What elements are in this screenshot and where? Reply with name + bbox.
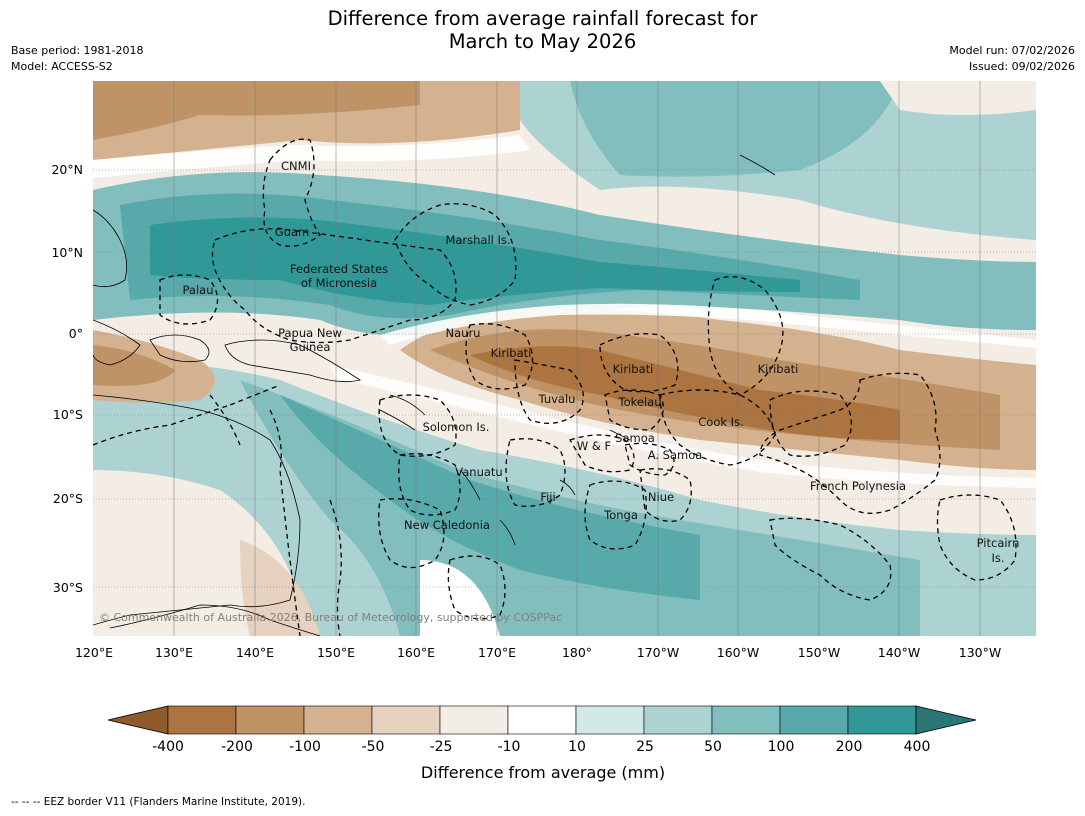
colorbar-segment-5 [439, 705, 509, 735]
place-kiribati-west: Kiribati [491, 346, 532, 360]
lon-label-140e: 140°E [236, 645, 274, 660]
lon-label-170w: 170°W [637, 645, 679, 660]
place-tonga: Tonga [603, 508, 638, 522]
place-nauru: Nauru [446, 326, 481, 340]
colorbar-segment-11 [847, 705, 917, 735]
chart-title: Difference from average rainfall forecas… [0, 7, 1085, 53]
colorbar-segment-2 [235, 705, 305, 735]
colorbar-title: Difference from average (mm) [421, 763, 665, 782]
colorbar-extend-low [107, 705, 169, 735]
place-tokelau: Tokelau [618, 395, 662, 409]
place-kiribati-east: Kiribati [758, 362, 799, 376]
cb-tick-neg25: -25 [430, 739, 453, 755]
cb-tick-neg200: -200 [221, 739, 253, 755]
lon-label-180: 180° [562, 645, 592, 660]
place-labels: CNMI Guam Marshall Is. Federated States … [183, 159, 1020, 565]
colorbar-ticks: -400 -200 -100 -50 -25 -10 10 25 50 100 … [152, 739, 930, 755]
cb-tick-10: 10 [568, 739, 586, 755]
place-niue: Niue [648, 490, 674, 504]
base-period: Base period: 1981-2018 [11, 44, 144, 57]
gridlines [93, 81, 1036, 636]
place-new-caledonia: New Caledonia [404, 518, 490, 532]
cb-tick-neg400: -400 [152, 739, 184, 755]
place-american-samoa: A. Samoa [648, 448, 703, 462]
cb-tick-400: 400 [904, 739, 931, 755]
colorbar [107, 705, 977, 735]
cb-tick-200: 200 [836, 739, 863, 755]
lon-label-160e: 160°E [397, 645, 435, 660]
place-vanuatu: Vanuatu [455, 465, 502, 479]
place-png-line2: Guinea [290, 340, 331, 354]
coastlines [93, 154, 776, 636]
place-solomon-is: Solomon Is. [423, 420, 490, 434]
lat-label-30s: 30°S [53, 580, 83, 595]
colorbar-segment-9 [711, 705, 781, 735]
copyright-notice: © Commonwealth of Australia 2026, Bureau… [99, 611, 562, 624]
place-fiji: Fiji [540, 490, 555, 504]
title-line-1: Difference from average rainfall forecas… [327, 7, 758, 30]
lon-label-130w: 130°W [959, 645, 1001, 660]
colorbar-extend-high [915, 705, 977, 735]
lon-label-170e: 170°E [478, 645, 516, 660]
colorbar-segment-8 [643, 705, 713, 735]
lat-label-10s: 10°S [53, 407, 83, 422]
colorbar-segment-7 [575, 705, 645, 735]
model-run: Model run: 07/02/2026 [949, 44, 1075, 57]
place-fsm-line1: Federated States [290, 262, 388, 276]
cb-tick-neg100: -100 [289, 739, 321, 755]
model-name: Model: ACCESS-S2 [11, 60, 113, 73]
place-cook-is: Cook Is. [698, 415, 743, 429]
lon-label-120e: 120°E [75, 645, 113, 660]
place-kiribati-central: Kiribati [613, 362, 654, 376]
colorbar-segment-4 [371, 705, 441, 735]
place-fsm-line2: of Micronesia [301, 276, 377, 290]
eez-borders [93, 138, 1017, 636]
cb-tick-neg50: -50 [362, 739, 385, 755]
cb-tick-25: 25 [636, 739, 654, 755]
place-marshall-is: Marshall Is. [445, 233, 510, 247]
place-cnmi: CNMI [281, 159, 311, 173]
lon-label-130e: 130°E [155, 645, 193, 660]
place-png-line1: Papua New [278, 326, 342, 340]
eez-footnote: -- -- -- EEZ border V11 (Flanders Marine… [11, 796, 306, 808]
longitude-labels: 120°E 130°E 140°E 150°E 160°E 170°E 180°… [75, 645, 1001, 660]
title-line-2: March to May 2026 [448, 30, 637, 53]
rainfall-field [93, 81, 1036, 636]
cb-tick-neg10: -10 [498, 739, 521, 755]
place-tuvalu: Tuvalu [538, 392, 576, 406]
issued-date: Issued: 09/02/2026 [968, 60, 1075, 73]
colorbar-segment-3 [303, 705, 373, 735]
place-french-polynesia: French Polynesia [810, 479, 906, 493]
lon-label-140w: 140°W [878, 645, 920, 660]
place-pitcairn-line1: Pitcairn [977, 536, 1020, 550]
place-guam: Guam [275, 225, 309, 239]
place-wallis-futuna: W & F [577, 439, 611, 453]
colorbar-segment-1 [167, 705, 237, 735]
colorbar-segment-6 [507, 705, 577, 735]
cb-tick-100: 100 [768, 739, 795, 755]
lat-label-20s: 20°S [53, 491, 83, 506]
lat-label-20n: 20°N [51, 162, 83, 177]
cb-tick-50: 50 [704, 739, 722, 755]
latitude-labels: 20°N 10°N 0° 10°S 20°S 30°S [51, 162, 83, 595]
lon-label-150e: 150°E [317, 645, 355, 660]
lat-label-eq: 0° [69, 326, 83, 341]
base-period-info: Base period: 1981-2018 Model: ACCESS-S2 [11, 43, 143, 75]
place-samoa: Samoa [615, 431, 655, 445]
lon-label-160w: 160°W [717, 645, 759, 660]
lat-label-10n: 10°N [51, 245, 83, 260]
lon-label-150w: 150°W [798, 645, 840, 660]
colorbar-segment-10 [779, 705, 849, 735]
place-palau: Palau [183, 283, 214, 297]
place-pitcairn-line2: Is. [991, 551, 1004, 565]
model-run-info: Model run: 07/02/2026 Issued: 09/02/2026 [949, 43, 1075, 75]
